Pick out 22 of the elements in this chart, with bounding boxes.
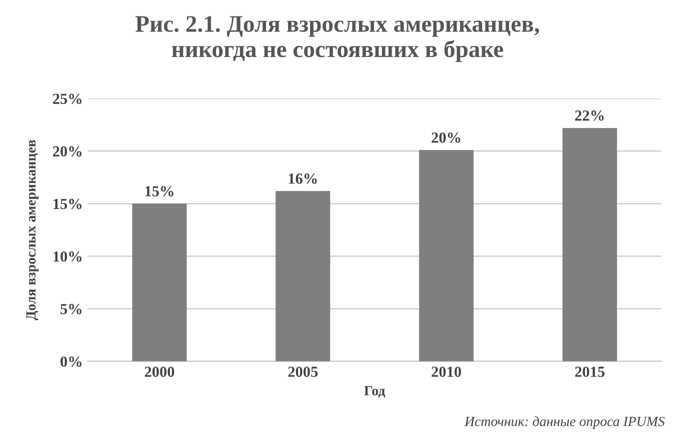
x-tick-label: 2005 bbox=[288, 366, 318, 377]
x-axis-title: Год bbox=[364, 386, 386, 398]
x-tick-label: 2010 bbox=[432, 366, 462, 377]
data-label: 16% bbox=[288, 173, 317, 184]
y-tick-label: 5% bbox=[60, 304, 82, 314]
y-tick-label: 10% bbox=[54, 251, 82, 262]
bar bbox=[276, 191, 330, 362]
y-axis-title: Доля взрослых американцев bbox=[26, 140, 38, 320]
data-label: 20% bbox=[432, 132, 460, 143]
data-label: 15% bbox=[145, 186, 174, 196]
data-label: 22% bbox=[575, 110, 604, 121]
chart-title: Рис. 2.1. Доля взрослых американцев, никогда не состоявших в браке bbox=[135, 16, 540, 62]
text: Источник: данные опроса IPUMS bbox=[464, 416, 665, 429]
bar bbox=[132, 204, 187, 362]
y-tick-label: 0% bbox=[60, 356, 82, 367]
y-tick-label: 25% bbox=[52, 94, 82, 104]
y-tick-label: 15% bbox=[54, 198, 82, 210]
x-tick-label: 2015 bbox=[575, 366, 604, 377]
bar bbox=[419, 150, 474, 362]
bar bbox=[562, 128, 618, 362]
y-tick-label: 20% bbox=[52, 146, 82, 157]
x-tick-label: 2000 bbox=[144, 366, 174, 377]
